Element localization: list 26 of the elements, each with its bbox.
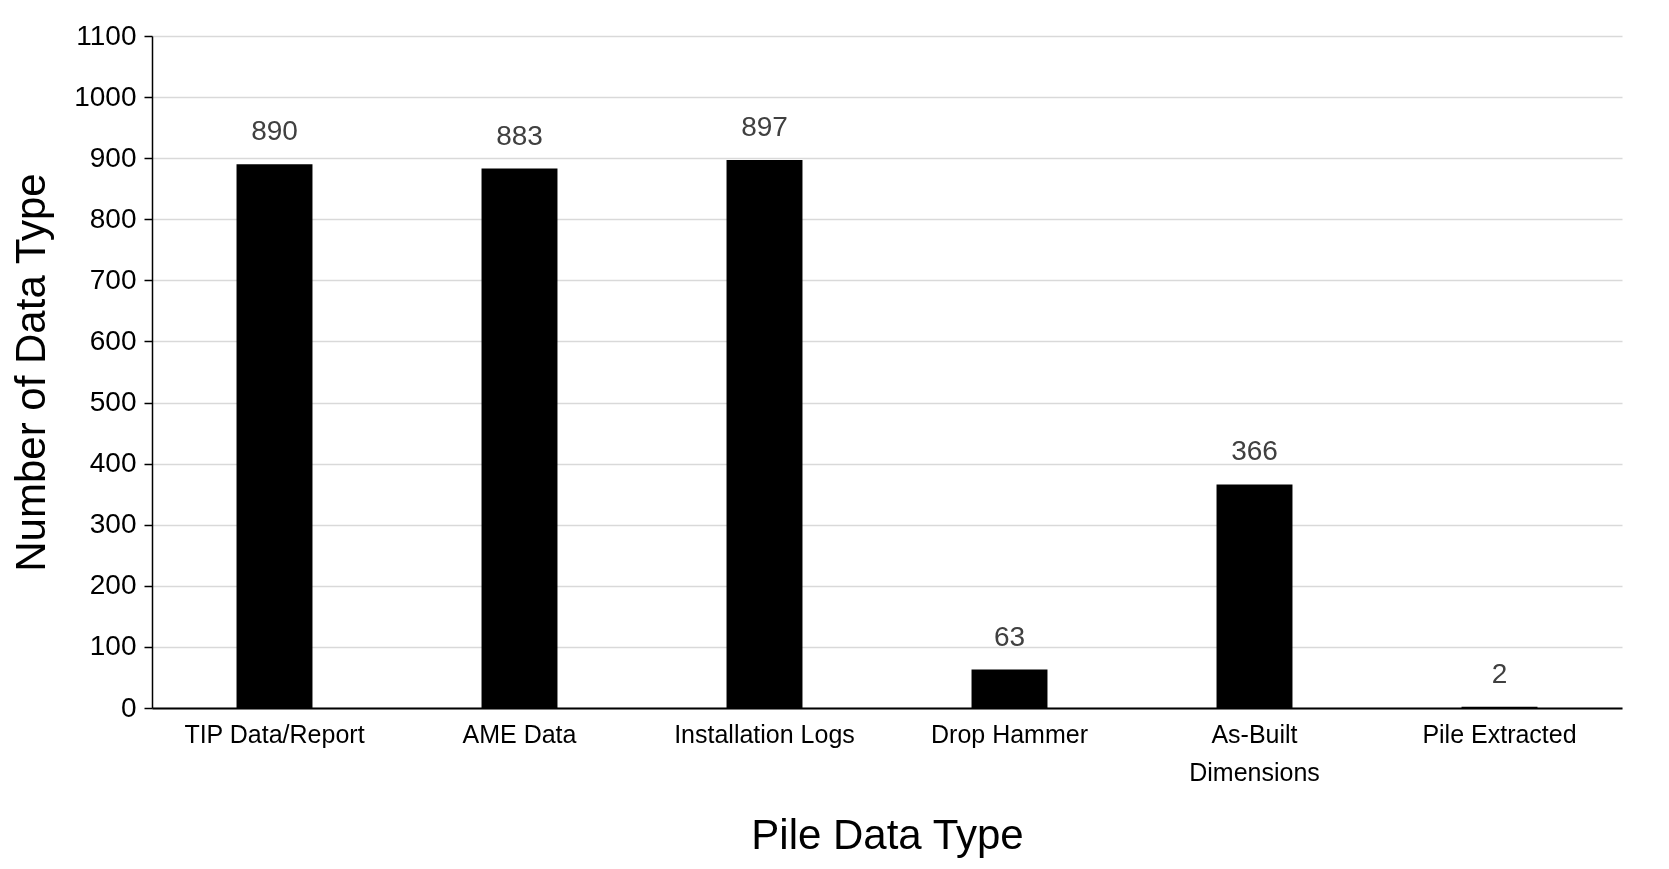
y-axis-title: Number of Data Type bbox=[7, 173, 55, 572]
data-label: 366 bbox=[1231, 435, 1278, 467]
y-tick-label: 300 bbox=[89, 508, 137, 540]
y-tick-label: 100 bbox=[89, 630, 137, 662]
y-tick-label: 700 bbox=[89, 263, 137, 295]
x-tick-label: Installation Logs bbox=[674, 719, 855, 748]
y-tick-label: 200 bbox=[89, 569, 137, 601]
y-tick-label: 1000 bbox=[74, 80, 137, 112]
data-label: 63 bbox=[993, 620, 1026, 652]
y-tick-label: 900 bbox=[89, 141, 137, 173]
x-tick-label: AME Data bbox=[462, 719, 577, 748]
data-label: 897 bbox=[741, 111, 788, 143]
x-tick-label: Pile Extracted bbox=[1422, 719, 1577, 748]
x-axis-title: Pile Data Type bbox=[751, 810, 1024, 858]
y-tick-label: 800 bbox=[89, 202, 137, 234]
data-label: 883 bbox=[496, 119, 543, 151]
y-tick-label: 400 bbox=[89, 447, 137, 479]
data-label: 890 bbox=[251, 115, 298, 147]
data-label: 2 bbox=[1491, 657, 1508, 689]
y-tick-label: 0 bbox=[120, 691, 137, 723]
y-tick-label: 600 bbox=[89, 324, 137, 356]
x-tick-label: As-Built Dimensions bbox=[1189, 719, 1320, 786]
x-tick-label: TIP Data/Report bbox=[184, 719, 365, 748]
x-tick-label: Drop Hammer bbox=[931, 719, 1088, 748]
y-tick-label: 1100 bbox=[76, 19, 137, 51]
y-tick-label: 500 bbox=[89, 386, 137, 418]
